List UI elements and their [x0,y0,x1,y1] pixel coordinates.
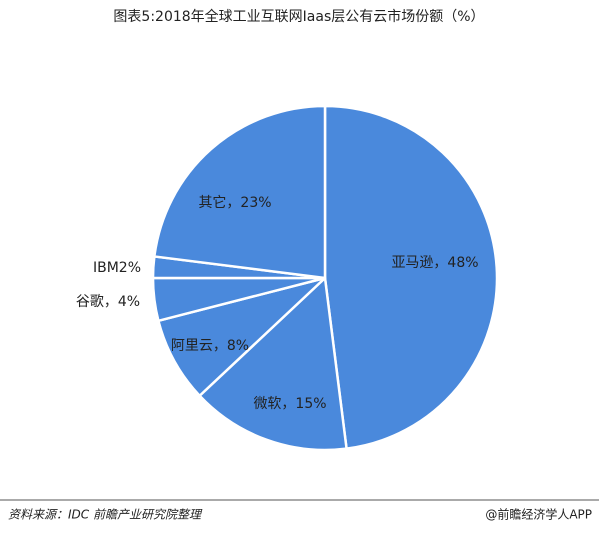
chart-title: 图表5:2018年全球工业互联网Iaas层公有云市场份额（%） [113,8,484,25]
data-label: 微软，15% [253,396,326,412]
pie-slice [197,275,348,452]
data-label: 其它，23% [198,194,271,211]
credit: @前瞻经济学人APP [485,507,592,522]
data-label: 亚马逊，48% [391,255,478,271]
data-label: IBM2% [93,260,141,276]
data-label: 谷歌，4% [76,294,140,310]
pie-slice [152,104,327,280]
pie-slice [323,104,499,451]
source: 资料来源：IDC 前瞻产业研究院整理 [8,508,203,522]
data-label: 阿里云，8% [171,338,249,354]
